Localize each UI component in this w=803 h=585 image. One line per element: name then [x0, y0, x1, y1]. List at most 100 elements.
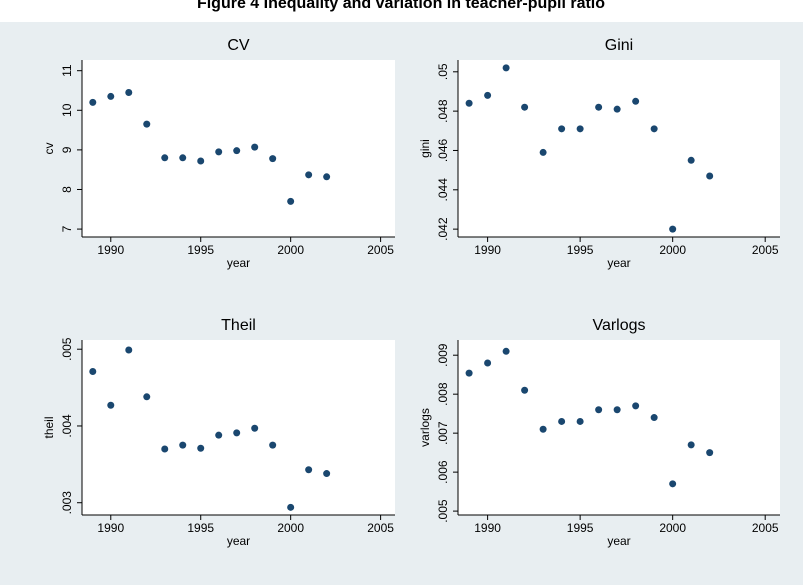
- point: [143, 393, 151, 401]
- y-tick-label: .003: [60, 491, 74, 515]
- point: [107, 92, 115, 100]
- point: [179, 154, 187, 162]
- y-axis-label: gini: [418, 139, 432, 158]
- x-tick-label: 2000: [277, 243, 304, 257]
- y-tick-label: .05: [436, 63, 450, 80]
- x-tick-label: 1990: [474, 521, 501, 535]
- point: [687, 156, 695, 164]
- y-tick-label: .004: [60, 414, 74, 438]
- point: [197, 444, 205, 452]
- x-tick-label: 1995: [567, 243, 594, 257]
- point: [323, 470, 331, 478]
- y-tick-label: .008: [436, 382, 450, 406]
- x-axis-label: year: [607, 256, 630, 270]
- point: [595, 103, 603, 111]
- point: [89, 98, 97, 106]
- point: [558, 125, 566, 133]
- panel-title: Theil: [221, 317, 256, 334]
- point: [521, 386, 529, 394]
- y-tick-label: 10: [60, 103, 74, 117]
- point: [197, 157, 205, 165]
- point: [706, 449, 714, 457]
- panel-title: Varlogs: [592, 317, 645, 334]
- point: [484, 91, 492, 99]
- plot-area: [458, 340, 780, 515]
- y-tick-label: .005: [60, 337, 74, 361]
- x-tick-label: 2000: [277, 521, 304, 535]
- y-tick-label: .006: [436, 460, 450, 484]
- x-tick-label: 2000: [659, 243, 686, 257]
- point: [161, 154, 169, 162]
- x-axis-label: year: [227, 256, 250, 270]
- y-tick-label: .044: [436, 178, 450, 202]
- point: [251, 424, 259, 432]
- x-tick-label: 2000: [659, 521, 686, 535]
- point: [613, 105, 621, 113]
- point: [465, 99, 473, 107]
- point: [484, 359, 492, 367]
- point: [502, 64, 510, 72]
- point: [687, 441, 695, 449]
- point: [706, 172, 714, 180]
- x-tick-label: 1995: [187, 521, 214, 535]
- panel-title: Gini: [605, 37, 633, 54]
- point: [251, 143, 259, 151]
- point: [669, 225, 677, 233]
- x-tick-label: 2005: [367, 521, 394, 535]
- point: [125, 346, 133, 354]
- point: [632, 97, 640, 105]
- point: [576, 125, 584, 133]
- y-tick-label: .048: [436, 99, 450, 123]
- point: [558, 417, 566, 425]
- point: [107, 401, 115, 409]
- plot-area: [458, 60, 780, 237]
- x-tick-label: 1990: [474, 243, 501, 257]
- point: [595, 406, 603, 414]
- x-tick-label: 2005: [367, 243, 394, 257]
- point: [233, 147, 241, 155]
- x-tick-label: 2005: [752, 521, 779, 535]
- point: [323, 173, 331, 181]
- point: [632, 402, 640, 410]
- y-tick-label: 9: [60, 146, 74, 153]
- figure-title: Figure 4 Inequality and variation in tea…: [197, 0, 605, 12]
- point: [669, 480, 677, 488]
- point: [269, 441, 277, 449]
- panel-title: CV: [227, 37, 250, 54]
- point: [576, 417, 584, 425]
- point: [215, 148, 223, 156]
- y-axis-label: varlogs: [418, 408, 432, 447]
- y-axis-label: theil: [42, 416, 56, 438]
- plot-area: [82, 340, 395, 515]
- point: [650, 125, 658, 133]
- x-axis-label: year: [227, 534, 250, 548]
- point: [613, 406, 621, 414]
- y-tick-label: 8: [60, 186, 74, 193]
- y-tick-label: .005: [436, 499, 450, 523]
- point: [305, 171, 313, 179]
- y-tick-label: .046: [436, 138, 450, 162]
- point: [539, 148, 547, 156]
- y-tick-label: .042: [436, 217, 450, 241]
- point: [287, 503, 295, 511]
- point: [502, 347, 510, 355]
- point: [287, 197, 295, 205]
- point: [143, 120, 151, 128]
- x-tick-label: 1995: [567, 521, 594, 535]
- point: [305, 466, 313, 474]
- point: [161, 445, 169, 453]
- x-tick-label: 1990: [97, 521, 124, 535]
- x-tick-label: 1990: [97, 243, 124, 257]
- point: [179, 441, 187, 449]
- y-tick-label: .009: [436, 343, 450, 367]
- y-tick-label: 7: [60, 225, 74, 232]
- point: [125, 88, 133, 96]
- point: [521, 103, 529, 111]
- point: [650, 414, 658, 422]
- y-axis-label: cv: [42, 143, 56, 155]
- point: [465, 369, 473, 377]
- point: [539, 425, 547, 433]
- y-tick-label: 11: [60, 64, 74, 77]
- x-axis-label: year: [607, 534, 630, 548]
